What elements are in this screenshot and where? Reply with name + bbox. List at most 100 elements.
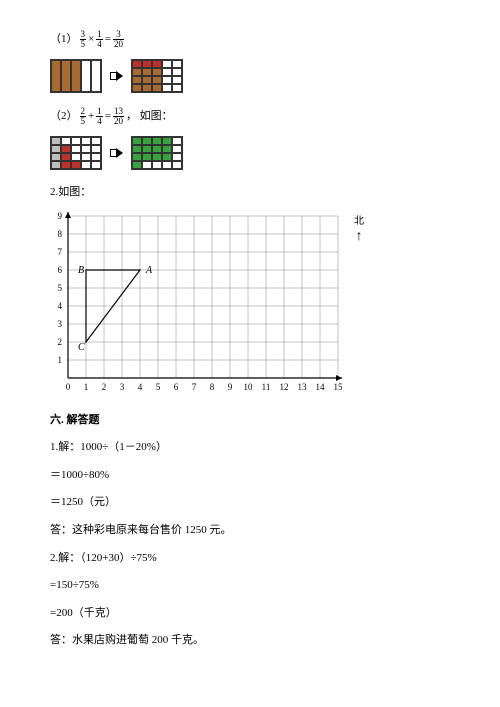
p2-label: （2）	[50, 108, 78, 126]
p2-eq: =	[105, 108, 111, 126]
grid-cell	[142, 60, 152, 68]
north-indicator: 北 ↑	[354, 214, 364, 244]
grid-cell	[152, 145, 162, 153]
grid-cell	[71, 60, 81, 92]
grid-cell	[81, 60, 91, 92]
grid-cell	[142, 84, 152, 92]
grid-cell	[132, 145, 142, 153]
a1-l1: 1.解：1000÷（1－20%）	[50, 439, 450, 457]
svg-text:7: 7	[58, 247, 63, 257]
grid-cell	[61, 161, 71, 169]
svg-text:14: 14	[316, 382, 326, 392]
grid-cell	[81, 145, 91, 153]
grid-cell	[61, 60, 71, 92]
svg-text:5: 5	[58, 283, 63, 293]
a2-l3: =200（千克）	[50, 605, 450, 623]
grid-cell	[162, 60, 172, 68]
diagram-1-right	[131, 59, 183, 93]
svg-text:1: 1	[84, 382, 89, 392]
grid-cell	[142, 161, 152, 169]
grid-cell	[172, 161, 182, 169]
svg-text:5: 5	[156, 382, 161, 392]
grid-cell	[81, 137, 91, 145]
arrow-icon	[110, 71, 123, 81]
a2-l2: =150÷75%	[50, 577, 450, 595]
coordinate-figure: 0123456789101112131415123456789ABC 北 ↑	[50, 212, 342, 394]
grid-cell	[51, 60, 61, 92]
a2-l4: 答：水果店购进葡萄 200 千克。	[50, 632, 450, 650]
p1-label: （1）	[50, 31, 78, 49]
a1-l2: ＝1000÷80%	[50, 467, 450, 485]
grid-cell	[51, 153, 61, 161]
svg-text:2: 2	[102, 382, 107, 392]
grid-cell	[132, 60, 142, 68]
grid-cell	[132, 137, 142, 145]
grid-cell	[152, 76, 162, 84]
grid-cell	[162, 84, 172, 92]
arrow-icon	[110, 148, 123, 158]
svg-text:13: 13	[298, 382, 308, 392]
svg-text:A: A	[145, 265, 153, 276]
svg-text:C: C	[78, 342, 85, 353]
grid-cell	[172, 68, 182, 76]
grid-cell	[71, 145, 81, 153]
a2-l1: 2.解：（120+30）÷75%	[50, 550, 450, 568]
grid-cell	[162, 68, 172, 76]
svg-text:11: 11	[262, 382, 271, 392]
problem-2: （2） 2 5 + 1 4 = 13 20 ， 如图：	[50, 107, 450, 126]
diagram-1-left	[50, 59, 102, 93]
grid-cell	[172, 84, 182, 92]
grid-cell	[152, 161, 162, 169]
grid-cell	[61, 145, 71, 153]
p2-op: +	[88, 108, 94, 126]
svg-text:3: 3	[120, 382, 125, 392]
grid-cell	[172, 153, 182, 161]
svg-text:9: 9	[58, 212, 63, 221]
svg-text:6: 6	[58, 265, 63, 275]
grid-cell	[91, 161, 101, 169]
grid-cell	[132, 76, 142, 84]
grid-cell	[91, 145, 101, 153]
grid-cell	[152, 137, 162, 145]
grid-cell	[152, 60, 162, 68]
p1-frac-a: 3 5	[80, 30, 87, 49]
grid-cell	[132, 84, 142, 92]
diagram-2	[50, 136, 450, 170]
grid-cell	[132, 68, 142, 76]
svg-text:9: 9	[228, 382, 233, 392]
grid-cell	[81, 161, 91, 169]
grid-cell	[51, 161, 61, 169]
problem-1: （1） 3 5 × 1 4 = 3 20	[50, 30, 450, 49]
svg-text:8: 8	[58, 229, 63, 239]
p2-frac-a: 2 5	[80, 107, 87, 126]
p2-tail: ， 如图：	[126, 108, 173, 126]
grid-cell	[61, 153, 71, 161]
p2-frac-b: 1 4	[96, 107, 103, 126]
p2-frac-r: 13 20	[113, 107, 124, 126]
p1-eq: =	[105, 31, 111, 49]
section-6-title: 六. 解答题	[50, 412, 450, 430]
grid-cell	[51, 137, 61, 145]
q2-label: 2.如图：	[50, 184, 450, 202]
svg-text:15: 15	[334, 382, 343, 392]
grid-cell	[91, 137, 101, 145]
grid-cell	[162, 161, 172, 169]
grid-cell	[71, 153, 81, 161]
grid-cell	[142, 68, 152, 76]
coordinate-grid: 0123456789101112131415123456789ABC	[50, 212, 342, 394]
grid-cell	[142, 153, 152, 161]
grid-cell	[152, 84, 162, 92]
svg-text:1: 1	[58, 355, 63, 365]
grid-cell	[162, 145, 172, 153]
grid-cell	[51, 145, 61, 153]
grid-cell	[162, 76, 172, 84]
grid-cell	[152, 153, 162, 161]
p1-op: ×	[88, 31, 94, 49]
grid-cell	[172, 76, 182, 84]
svg-text:10: 10	[244, 382, 254, 392]
grid-cell	[61, 137, 71, 145]
grid-cell	[132, 161, 142, 169]
diagram-2-right	[131, 136, 183, 170]
svg-text:B: B	[78, 265, 84, 276]
svg-text:4: 4	[58, 301, 63, 311]
